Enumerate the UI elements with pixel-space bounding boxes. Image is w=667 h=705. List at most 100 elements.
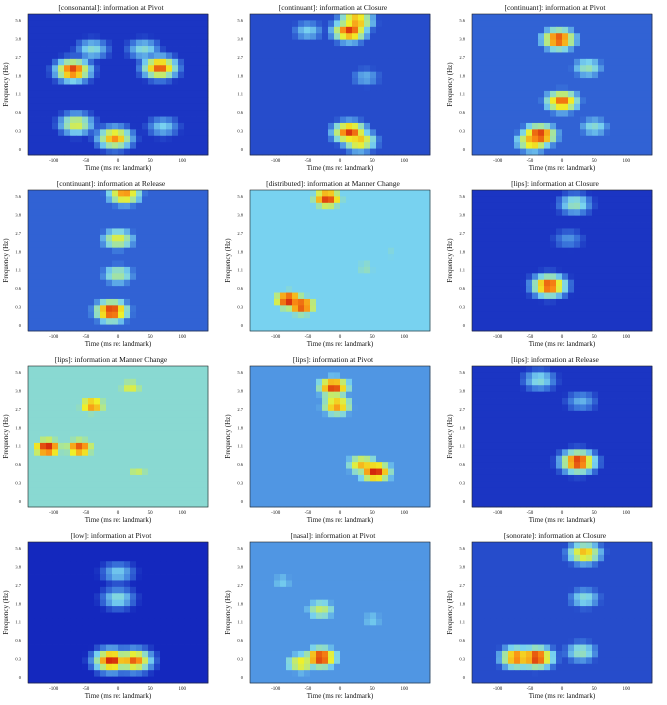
heatmap-cell xyxy=(364,215,371,223)
heatmap-cell xyxy=(166,129,173,137)
heatmap-cell xyxy=(586,58,593,66)
heatmap-cell xyxy=(364,366,371,373)
heatmap-cell xyxy=(520,78,527,85)
heatmap-cell xyxy=(592,305,599,313)
heatmap-cell xyxy=(184,103,191,111)
heatmap-cell xyxy=(610,234,617,242)
heatmap-cell xyxy=(328,260,335,268)
heatmap-cell xyxy=(580,196,587,204)
heatmap-cell xyxy=(112,135,119,143)
heatmap-cell xyxy=(616,20,623,28)
heatmap-cell xyxy=(646,228,653,236)
heatmap-cell xyxy=(82,84,89,92)
heatmap-cell xyxy=(190,241,197,249)
heatmap-cell xyxy=(130,222,137,229)
heatmap-cell xyxy=(94,260,101,268)
heatmap-cell xyxy=(292,196,299,204)
heatmap-cell xyxy=(262,228,269,236)
heatmap-cell xyxy=(514,116,521,124)
heatmap-cell xyxy=(256,241,263,249)
heatmap-cell xyxy=(124,404,131,412)
heatmap-cell xyxy=(190,430,197,437)
heatmap-cell xyxy=(160,135,167,143)
heatmap-cell xyxy=(82,260,89,268)
heatmap-cell xyxy=(148,222,155,229)
heatmap-cell xyxy=(544,241,551,249)
heatmap-cell xyxy=(292,190,299,197)
heatmap-cell xyxy=(640,215,647,223)
heatmap-cell xyxy=(604,286,611,293)
heatmap-cell xyxy=(28,292,35,300)
heatmap-cell xyxy=(508,209,515,217)
heatmap-cell xyxy=(514,241,521,249)
heatmap-cell xyxy=(634,116,641,124)
heatmap-cell xyxy=(622,78,629,85)
heatmap-cell xyxy=(268,311,275,319)
heatmap-cell xyxy=(358,228,365,236)
heatmap-cell xyxy=(160,324,167,332)
heatmap-cell xyxy=(538,116,545,124)
heatmap-cell xyxy=(394,20,401,28)
heatmap-cell xyxy=(136,378,143,386)
heatmap-cell xyxy=(340,298,347,306)
heatmap-cell xyxy=(142,372,149,380)
heatmap-cell xyxy=(496,78,503,85)
heatmap-cell xyxy=(154,318,161,325)
heatmap-cell xyxy=(592,247,599,255)
heatmap-cell xyxy=(112,116,119,124)
heatmap-cell xyxy=(148,58,155,66)
heatmap-cell xyxy=(106,481,113,489)
heatmap-cell xyxy=(598,305,605,313)
heatmap-cell xyxy=(544,26,551,34)
heatmap-cell xyxy=(64,254,71,261)
heatmap-cell xyxy=(136,391,143,399)
heatmap-cell xyxy=(154,286,161,293)
heatmap-cell xyxy=(328,14,335,21)
heatmap-cell xyxy=(310,52,317,60)
heatmap-cell xyxy=(154,202,161,210)
heatmap-cell xyxy=(568,311,575,319)
heatmap-cell xyxy=(628,202,635,210)
heatmap-cell xyxy=(376,292,383,300)
heatmap-cell xyxy=(640,305,647,313)
heatmap-cell xyxy=(424,116,431,124)
heatmap-cell xyxy=(148,20,155,28)
heatmap-cell xyxy=(532,286,539,293)
heatmap-cell xyxy=(292,241,299,249)
heatmap-cell xyxy=(280,273,287,281)
heatmap-cell xyxy=(610,305,617,313)
heatmap-cell xyxy=(160,500,167,508)
heatmap-cell xyxy=(322,247,329,255)
heatmap-cell xyxy=(550,196,557,204)
heatmap-cell xyxy=(112,234,119,242)
heatmap-cell xyxy=(106,122,113,130)
heatmap-cell xyxy=(136,110,143,117)
heatmap-cell xyxy=(388,142,395,149)
heatmap-cell xyxy=(388,110,395,117)
heatmap-cell xyxy=(70,462,77,469)
heatmap-cell xyxy=(106,215,113,223)
heatmap-cell xyxy=(568,116,575,124)
heatmap-cell xyxy=(568,279,575,287)
heatmap-cell xyxy=(148,234,155,242)
heatmap-cell xyxy=(616,52,623,60)
heatmap-cell xyxy=(478,110,485,117)
heatmap-cell xyxy=(202,84,209,92)
heatmap-cell xyxy=(580,298,587,306)
heatmap-cell xyxy=(400,209,407,217)
heatmap-cell xyxy=(190,481,197,489)
heatmap-cell xyxy=(406,58,413,66)
heatmap-cell xyxy=(28,20,35,28)
heatmap-cell xyxy=(34,423,41,431)
heatmap-cell xyxy=(268,26,275,34)
heatmap-cell xyxy=(400,222,407,229)
heatmap-cell xyxy=(58,494,65,501)
heatmap-cell xyxy=(76,372,83,380)
heatmap-cell xyxy=(574,90,581,98)
heatmap-cell xyxy=(574,266,581,274)
heatmap-cell xyxy=(550,222,557,229)
heatmap-cell xyxy=(28,442,35,450)
heatmap-cell xyxy=(118,20,125,28)
heatmap-cell xyxy=(340,103,347,111)
y-axis-label: Frequency (Hz) xyxy=(2,62,10,107)
